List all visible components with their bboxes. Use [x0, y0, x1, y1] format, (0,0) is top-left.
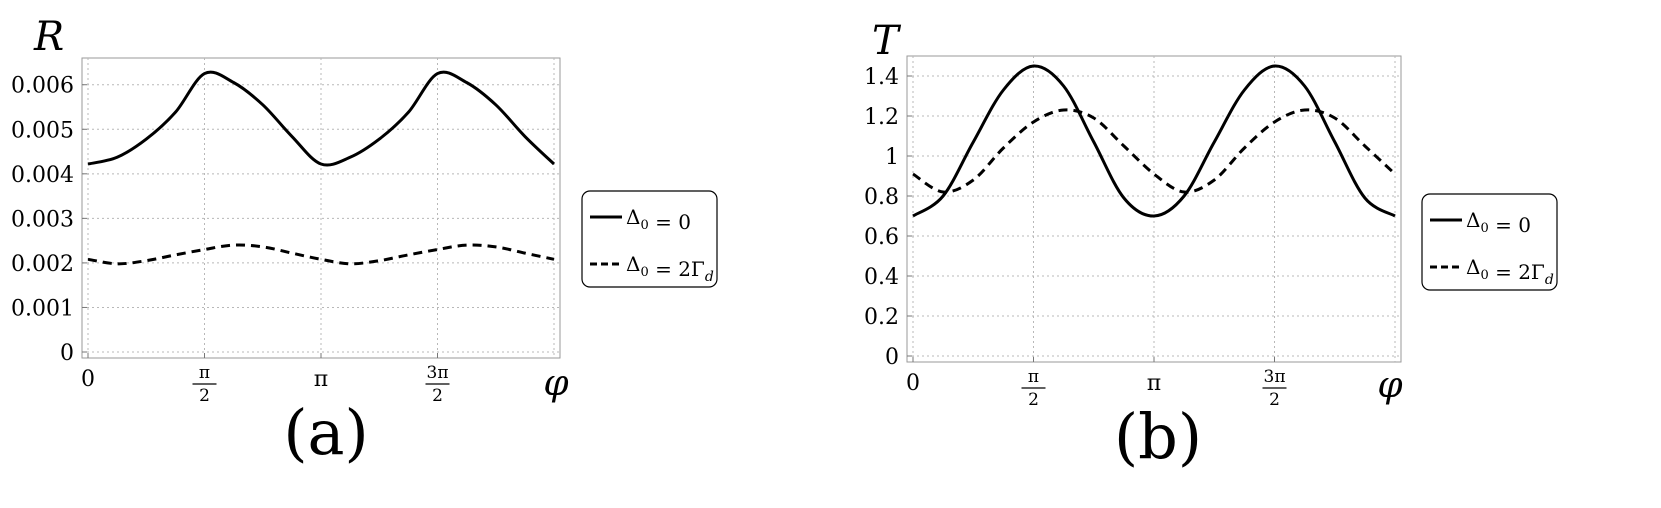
series-line-dashed [87, 243, 555, 266]
y-tick-label: 0.006 [11, 74, 74, 99]
panel-label: (b) [1114, 400, 1202, 473]
series-line-solid [87, 70, 556, 167]
x-tick-label: π [1147, 371, 1161, 396]
x-tick-label-numerator: 3π [427, 363, 449, 383]
panel-label: (a) [283, 396, 368, 469]
y-axis-label: T [872, 18, 902, 64]
x-tick-label: 0 [81, 367, 95, 392]
x-tick-label-denominator: 2 [1028, 390, 1039, 410]
x-tick-label-numerator: 3π [1264, 367, 1286, 387]
x-tick-label: π [314, 367, 328, 392]
y-tick-label: 0.2 [864, 305, 899, 330]
y-tick-label: 0 [60, 341, 74, 366]
y-tick-label: 0.004 [11, 163, 74, 188]
y-tick-label: 1.4 [864, 65, 899, 90]
x-tick-label-numerator: π [1028, 367, 1039, 387]
x-axis-label: φ [543, 363, 569, 404]
y-axis-label: R [33, 14, 64, 60]
x-tick-label-denominator: 2 [199, 386, 210, 406]
x-tick-label: 0 [906, 371, 920, 396]
y-tick-label: 0.002 [11, 252, 74, 277]
x-tick-label-numerator: π [199, 363, 210, 383]
legend: Δ0 = 0 Δ0 = 2Γd [1421, 193, 1558, 291]
legend-entry-label: Δ0 = 2Γd [626, 252, 714, 285]
y-tick-label: 1.2 [864, 105, 899, 130]
x-tick-label-denominator: 2 [432, 386, 443, 406]
y-tick-label: 0.001 [11, 296, 74, 321]
y-tick-label: 0.8 [864, 185, 899, 210]
x-axis-label: φ [1377, 365, 1403, 406]
panel-a-reflection-chart: 0 0.001 0.002 0.003 0.004 0.005 0.006 0 π 2 π 3π 2 Rφ… [11, 14, 718, 469]
y-tick-label: 0.005 [11, 118, 74, 143]
legend-entry-label: Δ0 = 2Γd [1466, 255, 1554, 288]
y-tick-label: 0.4 [864, 265, 899, 290]
y-tick-label: 0 [885, 345, 899, 370]
x-tick-label-denominator: 2 [1269, 390, 1280, 410]
y-tick-label: 0.6 [864, 225, 899, 250]
y-tick-label: 0.003 [11, 207, 74, 232]
legend: Δ0 = 0 Δ0 = 2Γd [581, 190, 718, 288]
series-line-solid [912, 64, 1396, 218]
legend-entry-label: Δ0 = 0 [1466, 208, 1531, 237]
legend-entry-label: Δ0 = 0 [626, 205, 691, 234]
y-tick-label: 1 [885, 145, 899, 170]
